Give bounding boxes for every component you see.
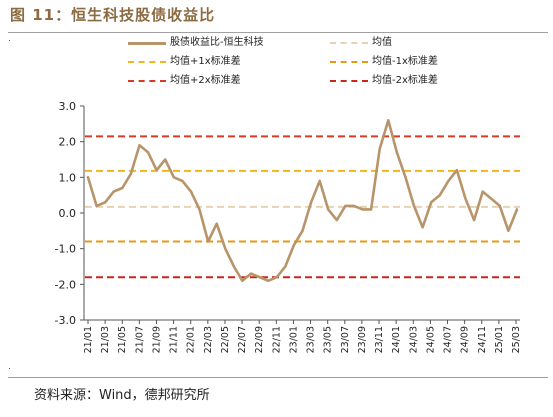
legend-item-series: 股债收益比-恒生科技 [128, 37, 264, 50]
legend-label: 均值-1x标准差 [372, 56, 438, 67]
source-note: 资料来源：Wind，德邦研究所 [34, 388, 210, 403]
x-tick-label: 24/01 [391, 326, 402, 353]
x-tick-label: 22/05 [220, 326, 231, 353]
x-tick-label: 23/09 [357, 326, 368, 353]
legend-swatch [128, 41, 166, 45]
legend-item-mean-plus-1sd: 均值+1x标准差 [128, 56, 241, 69]
x-tick-label: 25/01 [494, 326, 505, 353]
y-tick-label: -3.0 [55, 314, 76, 327]
legend-swatch [128, 61, 166, 63]
title-rule [8, 32, 548, 33]
series-line [86, 119, 519, 283]
x-tick-label: 21/01 [83, 326, 94, 353]
x-tick-label: 24/09 [460, 326, 471, 353]
legend-label: 股债收益比-恒生科技 [170, 37, 264, 48]
x-tick-label: 21/09 [151, 326, 162, 353]
legend-swatch [330, 61, 368, 63]
x-tick-label: 22/09 [254, 326, 265, 353]
x-tick-label: 22/11 [271, 326, 282, 353]
legend-label: 均值-2x标准差 [372, 75, 438, 86]
x-tick-label: 21/11 [169, 326, 180, 353]
x-tick-label: 22/03 [203, 326, 214, 353]
x-tick-label: 24/05 [425, 326, 436, 353]
legend-item-mean-minus-2sd: 均值-2x标准差 [330, 75, 438, 88]
x-tick-label: 22/01 [186, 326, 197, 353]
chart: 3.0 2.0 1.0 0.0 -1.0 -2.0 -3.0 21/01 21/03 21/05 2… [55, 100, 522, 353]
legend-label: 均值 [372, 37, 392, 48]
x-tick-label: 21/07 [134, 326, 145, 353]
legend-item-mean-minus-1sd: 均值-1x标准差 [330, 56, 438, 69]
y-tick-label: 2.0 [59, 136, 77, 149]
x-tick-label: 24/03 [408, 326, 419, 353]
y-tick-label: -1.0 [55, 243, 76, 256]
bottom-rule [8, 377, 548, 378]
legend-swatch [330, 80, 368, 82]
y-tick-label: 0.0 [59, 207, 77, 220]
x-tick-label: 23/05 [323, 326, 334, 353]
legend-item-mean-plus-2sd: 均值+2x标准差 [128, 75, 241, 88]
legend-item-mean: 均值 [330, 37, 392, 50]
x-tick-label: 23/11 [374, 326, 385, 353]
figure-title: 图 11：恒生科技股债收益比 [10, 6, 216, 24]
legend-swatch [330, 42, 368, 44]
y-tick-label: 3.0 [59, 100, 77, 113]
legend-label: 均值+1x标准差 [170, 56, 241, 67]
y-tick-label: 1.0 [59, 171, 77, 184]
margin-dot [9, 368, 10, 369]
margin-dot [9, 40, 10, 41]
x-tick-label: 23/07 [340, 326, 351, 353]
x-tick-label: 22/07 [237, 326, 248, 353]
x-tick-label: 24/07 [443, 326, 454, 353]
x-tick-label: 21/03 [100, 326, 111, 353]
x-tick-label: 25/03 [511, 326, 522, 353]
x-tick-label: 23/01 [288, 326, 299, 353]
x-tick-label: 23/03 [306, 326, 317, 353]
x-tick-label: 24/11 [477, 326, 488, 353]
legend-swatch [128, 80, 166, 82]
y-tick-label: -2.0 [55, 278, 76, 291]
x-tick-label: 21/05 [117, 326, 128, 353]
legend-label: 均值+2x标准差 [170, 75, 241, 86]
